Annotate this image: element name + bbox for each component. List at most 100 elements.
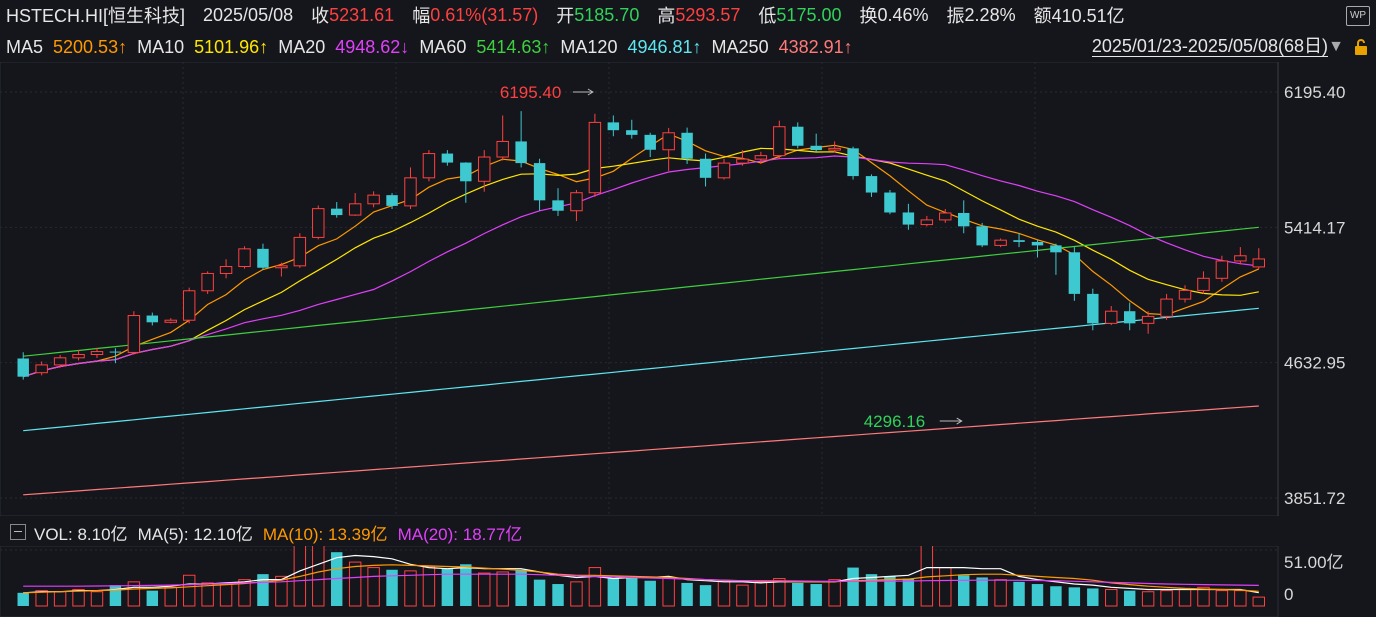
volume-bar [754,581,768,607]
volume-bar [386,569,398,606]
volume-bar [588,567,602,607]
volume-collapse-icon[interactable] [10,524,26,540]
ma-legend: MA5 5200.53↑ MA10 5101.96↑ MA20 4948.62↓… [0,32,1376,62]
candle-body [773,126,786,157]
candle-body [422,153,436,179]
volume-bar [1197,586,1210,607]
volume-bar [773,578,786,607]
candle-body [257,248,269,268]
vol-ma20: MA(20): 18.77亿 [397,524,523,544]
volume-bar [90,591,104,607]
candle-body [386,195,398,206]
volume-bar [1160,590,1173,607]
price-tick: 6195.40 [1284,83,1345,102]
volume-bar [515,569,527,606]
amplitude-value: 2.28% [964,4,1016,25]
candle-body [681,132,693,159]
volume-bar [1087,588,1099,606]
candle-body [1215,260,1229,279]
volume-bar [460,564,472,606]
vol-value: VOL: 8.10亿 [34,524,128,544]
volume-bar [1252,596,1265,607]
candle-body [626,130,638,135]
min-arrow [939,417,963,425]
candle-body [90,351,104,356]
ma5-value: 5200.53↑ [53,36,128,57]
volume-bar [681,582,693,606]
volume-bar [1178,587,1192,607]
candle-body [331,208,343,216]
volume-bar [182,574,196,607]
candle-body [902,212,915,225]
volume-tick: 51.00亿 [1284,553,1344,572]
candle-body [717,162,731,179]
symbol-name[interactable]: HSTECH.HI[恒生科技] [6,6,186,26]
candlestick-chart[interactable]: 6195.40 5414.17 4632.95 3851.72 6195.40 … [0,62,1376,516]
turnover-label: 换 [859,6,878,26]
volume-bar [1215,590,1229,607]
candle-body [275,265,288,269]
lock-icon[interactable] [1352,38,1370,56]
amount-label: 额 [1033,6,1052,26]
candle-body [958,212,970,227]
volume-bar [958,575,970,606]
volume-bar [35,590,48,607]
candles [17,111,1265,380]
volume-bar [607,578,620,606]
low-value: 5175.00 [776,4,842,25]
candle-body [146,315,159,323]
volume-bar [699,585,712,606]
volume-bar [422,565,436,607]
volume-bar [662,576,675,607]
volume-bar [441,568,454,606]
volume-bar [275,575,288,607]
candle-body [1031,241,1044,246]
candle-body [570,192,583,212]
low-label: 低 [758,6,777,26]
ma20-value: 4948.62↓ [335,36,410,57]
volume-bar [939,567,952,607]
max-arrow [572,88,594,96]
close-label: 收 [311,6,330,26]
range-dropdown-icon[interactable]: ▼ [1328,38,1344,55]
volume-bar [533,579,546,606]
vol-ma10: MA(10): 13.39亿 [262,524,388,544]
ma250-label: MA250 [711,36,769,57]
volume-ma-lines [23,554,1259,594]
ma5-line [23,133,1260,378]
wp-icon[interactable]: WP [1346,6,1370,26]
price-tick: 5414.17 [1284,218,1345,237]
ma10-line [23,147,1259,378]
candle-body [884,192,896,213]
candle-body [1087,293,1099,324]
candle-body [607,122,620,131]
candle-body [164,319,177,323]
volume-bar [496,571,509,607]
volume-bar [1141,591,1155,607]
close-value: 5231.61 [329,4,395,25]
vol-ma20-line [23,573,1259,587]
volume-bar [570,581,583,607]
candle-body [17,358,29,377]
volume-bar [1031,584,1044,606]
candle-body [348,203,362,216]
ma20-line [23,155,1259,378]
volume-chart[interactable]: 51.00亿 0 [0,546,1376,617]
candle-body [792,126,804,146]
volume-bar [201,582,214,607]
date-range-selector[interactable]: 2025/01/23-2025/05/08(68日) [1091,36,1328,57]
volume-bar [1013,581,1025,606]
volume-bars [17,546,1265,607]
ma20-label: MA20 [278,36,326,57]
ma10-value: 5101.96↑ [194,36,269,57]
turnover-value: 0.46% [877,4,929,25]
volume-bar [72,589,85,607]
price-axis: 6195.40 5414.17 4632.95 3851.72 [1284,83,1345,508]
candle-body [1068,252,1081,294]
ma120-value: 4946.81↑ [627,36,702,57]
volume-frame [0,546,1279,617]
ma10-label: MA10 [137,36,185,57]
volume-legend: VOL: 8.10亿 MA(5): 12.10亿 MA(10): 13.39亿 … [0,518,1376,546]
candle-body [53,357,67,366]
candle-body [201,272,214,292]
